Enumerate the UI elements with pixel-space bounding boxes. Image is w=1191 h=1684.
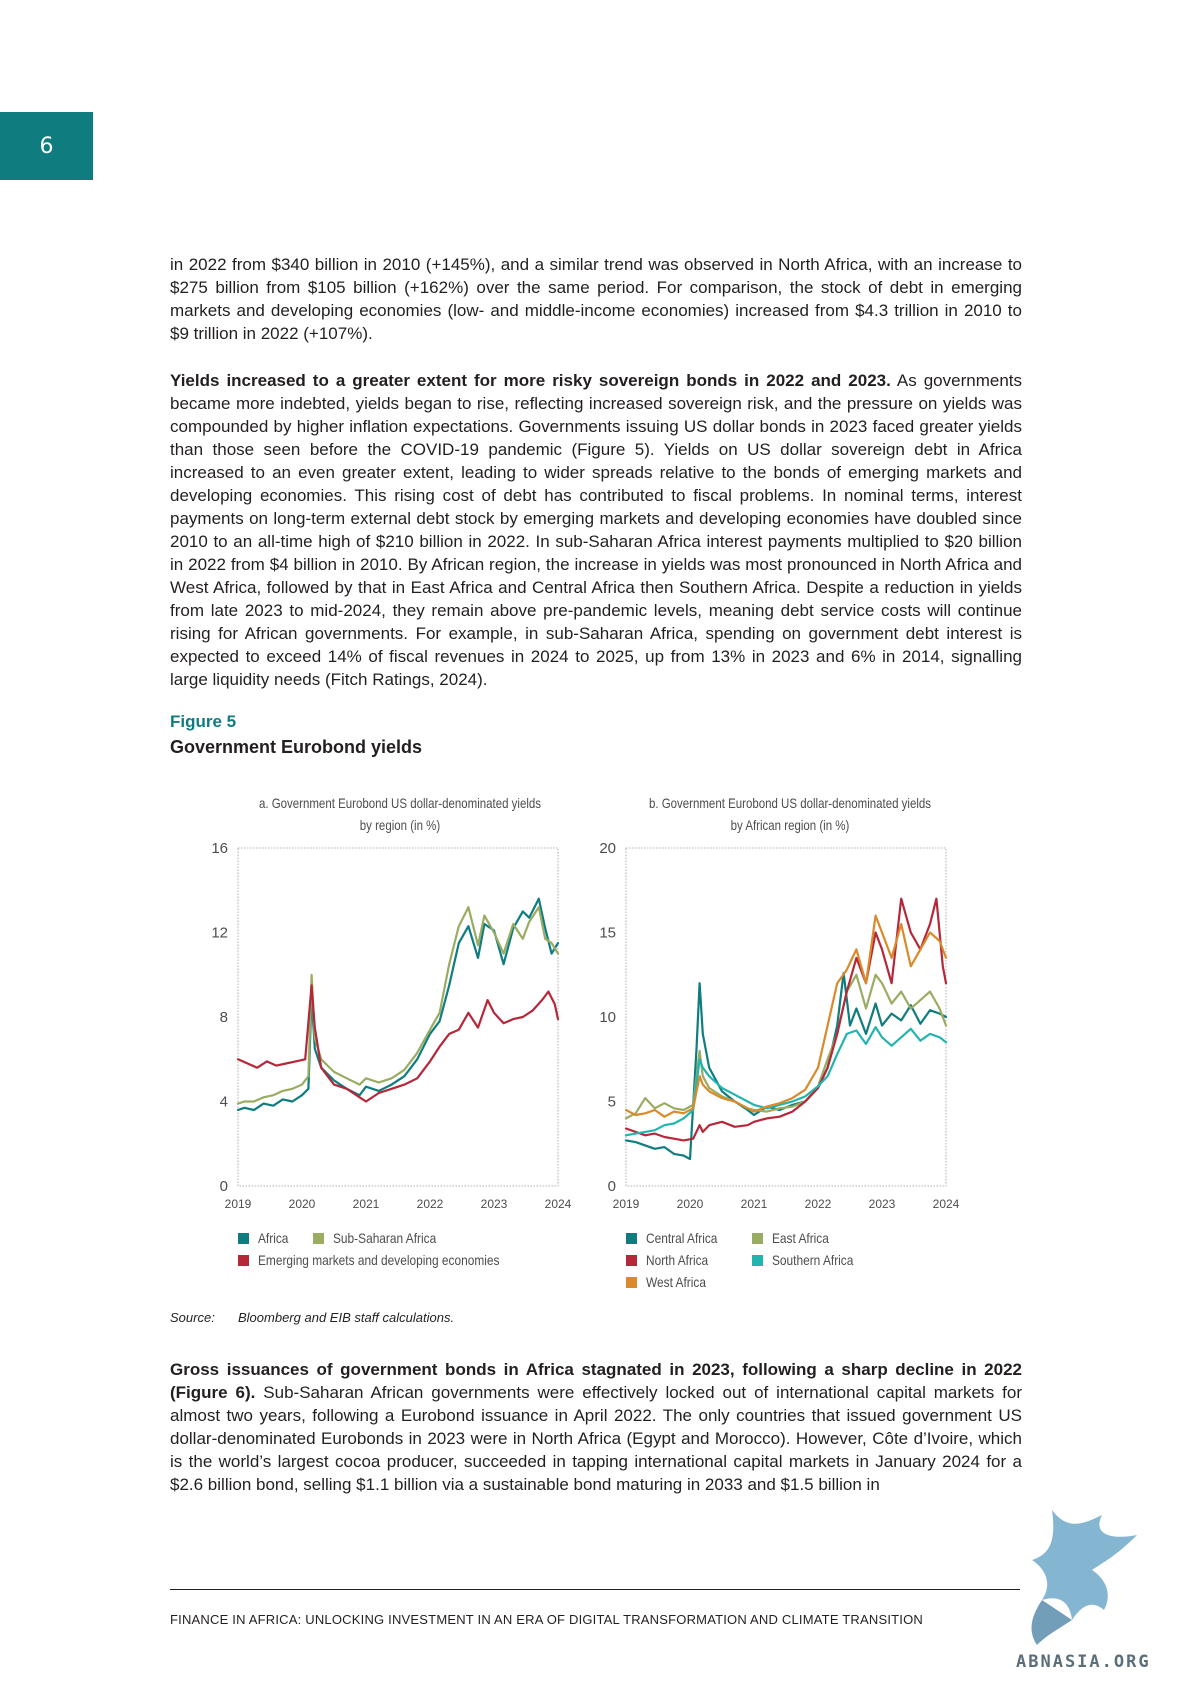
page-number: 6	[39, 133, 54, 159]
chart-b-title: b. Government Eurobond US dollar-denomin…	[634, 792, 946, 836]
legend-item-southern-africa: Southern Africa	[752, 1249, 868, 1271]
chart-b-x-tick-4: 2023	[869, 1197, 896, 1211]
chart-a-x-tick-3: 2022	[417, 1197, 444, 1211]
chart-a-title: a. Government Eurobond US dollar-denomin…	[244, 792, 556, 836]
legend-swatch-central-africa	[626, 1233, 637, 1244]
chart-b-series-line-2	[624, 897, 948, 1142]
legend-label-east-africa: East Africa	[772, 1230, 829, 1246]
legend-swatch-emde	[238, 1255, 249, 1266]
legend-item-sub-saharan-africa: Sub-Saharan Africa	[313, 1227, 454, 1249]
chart-a-y-tick-3: 12	[211, 925, 228, 942]
chart-a-title-line2: by region (in %)	[359, 817, 441, 833]
body-paragraph-2: Yields increased to a greater extent for…	[170, 369, 1022, 691]
chart-b-x-tick-1: 2020	[677, 1197, 704, 1211]
legend-item-emde: Emerging markets and developing economie…	[238, 1249, 542, 1271]
legend-label-emde: Emerging markets and developing economie…	[258, 1252, 500, 1268]
chart-b-y-tick-4: 20	[599, 840, 616, 857]
source-text: Bloomberg and EIB staff calculations.	[238, 1310, 455, 1325]
chart-b-series-line-4	[624, 914, 948, 1118]
legend-label-africa: Africa	[258, 1230, 289, 1246]
watermark-text: ABNASIA.ORG	[1016, 1652, 1151, 1672]
chart-b-series-line-3	[624, 1025, 948, 1137]
legend-label-central-africa: Central Africa	[646, 1230, 718, 1246]
chart-a-x-tick-2: 2021	[353, 1197, 380, 1211]
legend-label-west-africa: West Africa	[646, 1274, 706, 1290]
legend-item-west-africa: West Africa	[626, 1271, 717, 1293]
legend-item-north-africa: North Africa	[626, 1249, 719, 1271]
griffin-logo-icon	[1031, 1510, 1137, 1645]
legend-label-southern-africa: Southern Africa	[772, 1252, 854, 1268]
chart-a-x-tick-0: 2019	[225, 1197, 252, 1211]
legend-swatch-sub-saharan-africa	[313, 1233, 324, 1244]
footer-rule	[170, 1589, 1020, 1590]
chart-a-title-line1: a. Government Eurobond US dollar-denomin…	[258, 795, 542, 811]
chart-a-x-tick-1: 2020	[289, 1197, 316, 1211]
chart-b-title-line2: by African region (in %)	[730, 817, 850, 833]
figure-charts: 0 4 8 12 16 2019 2020 2021 2022 2023 2024 0 5 10 15 20…	[211, 840, 959, 1211]
legend-swatch-africa	[238, 1233, 249, 1244]
chart-a-y-tick-1: 4	[220, 1094, 228, 1111]
chart-a-y-tick-0: 0	[220, 1178, 228, 1195]
page-number-tab: 6	[0, 112, 93, 180]
footer-text: FINANCE IN AFRICA: UNLOCKING INVESTMENT …	[170, 1612, 923, 1627]
body-paragraph-1: in 2022 from $340 billion in 2010 (+145%…	[170, 255, 1022, 343]
paragraph-3-body: Sub-Saharan African governments were eff…	[170, 1383, 1022, 1494]
figure-label: Figure 5	[170, 712, 237, 731]
chart-a: 0 4 8 12 16 2019 2020 2021 2022 2023 2024	[211, 840, 571, 1211]
legend-swatch-southern-africa	[752, 1255, 763, 1266]
legend-item-africa: Africa	[238, 1227, 294, 1249]
chart-a-series-line-1	[236, 906, 560, 1105]
chart-b-y-tick-3: 15	[599, 925, 616, 942]
chart-b-x-tick-5: 2024	[933, 1197, 960, 1211]
body-paragraph-3: Gross issuances of government bonds in A…	[170, 1358, 1022, 1496]
chart-a-y-tick-4: 16	[211, 840, 228, 857]
chart-b-series-line-1	[624, 973, 948, 1120]
legend-swatch-west-africa	[626, 1277, 637, 1288]
paragraph-3-lead: Gross issuances of government bonds in A…	[170, 1360, 1022, 1402]
legend-label-north-africa: North Africa	[646, 1252, 709, 1268]
legend-swatch-north-africa	[626, 1255, 637, 1266]
chart-a-plot-frame	[237, 847, 559, 1187]
figure-source: Source: Bloomberg and EIB staff calculat…	[170, 1310, 454, 1325]
chart-b-x-tick-0: 2019	[613, 1197, 640, 1211]
paragraph-2-body: As governments became more indebted, yie…	[170, 371, 1022, 689]
legend-swatch-east-africa	[752, 1233, 763, 1244]
chart-b-title-line1: b. Government Eurobond US dollar-denomin…	[648, 795, 932, 811]
chart-b-y-tick-1: 5	[608, 1094, 616, 1111]
chart-b-x-tick-2: 2021	[741, 1197, 768, 1211]
paragraph-2-lead: Yields increased to a greater extent for…	[170, 371, 891, 390]
chart-b: 0 5 10 15 20 2019 2020 2021 2022 2023 2024	[599, 840, 959, 1211]
chart-b-y-tick-0: 0	[608, 1178, 616, 1195]
chart-a-series-line-2	[236, 984, 560, 1103]
figure-title: Government Eurobond yields	[170, 737, 423, 757]
legend-label-sub-saharan-africa: Sub-Saharan Africa	[333, 1230, 437, 1246]
chart-a-x-tick-4: 2023	[481, 1197, 508, 1211]
legend-item-east-africa: East Africa	[752, 1227, 839, 1249]
chart-b-x-tick-3: 2022	[805, 1197, 832, 1211]
chart-b-series-line-0	[624, 971, 948, 1161]
source-label: Source:	[170, 1310, 215, 1325]
chart-b-y-tick-2: 10	[599, 1009, 616, 1026]
legend-item-central-africa: Central Africa	[626, 1227, 730, 1249]
chart-a-y-tick-2: 8	[220, 1009, 228, 1026]
chart-a-x-tick-5: 2024	[545, 1197, 572, 1211]
